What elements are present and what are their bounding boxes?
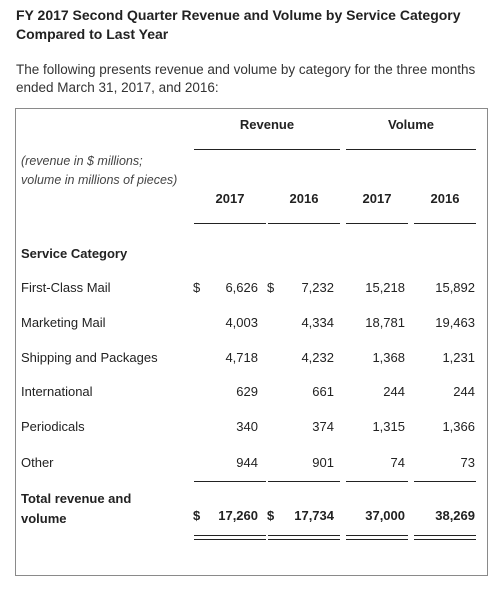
cell-vol-2017: 244 bbox=[383, 384, 405, 399]
cell-rev-2016: 661 bbox=[312, 384, 334, 399]
total-double-rule bbox=[194, 535, 266, 536]
total-vol-2016: 38,269 bbox=[435, 508, 475, 523]
col-divider-rev-2017 bbox=[194, 223, 266, 224]
units-note: (revenue in $ millions; volume in millio… bbox=[21, 154, 178, 187]
group-divider-volume bbox=[346, 149, 476, 150]
subtotal-rule bbox=[268, 481, 340, 482]
total-label: Total revenue and volume bbox=[21, 491, 132, 526]
cell-vol-2017: 74 bbox=[390, 455, 405, 470]
cell-vol-2017: 18,781 bbox=[365, 315, 405, 330]
cell-rev-2017: 6,626 bbox=[225, 280, 258, 295]
cell-rev-2016: 374 bbox=[312, 419, 334, 434]
page-title: FY 2017 Second Quarter Revenue and Volum… bbox=[16, 7, 461, 42]
total-double-rule bbox=[268, 535, 340, 536]
cell-rev-2016: 901 bbox=[312, 455, 334, 470]
total-double-rule bbox=[194, 539, 266, 540]
total-double-rule bbox=[414, 539, 476, 540]
row-label: Shipping and Packages bbox=[21, 350, 158, 365]
subtotal-rule bbox=[346, 481, 408, 482]
col-divider-rev-2016 bbox=[268, 223, 340, 224]
col-header-volume-2016: 2016 bbox=[430, 191, 460, 206]
cell-rev-2016: 4,232 bbox=[301, 350, 334, 365]
group-header-revenue: Revenue bbox=[239, 117, 295, 132]
col-header-volume-2017: 2017 bbox=[362, 191, 392, 206]
cell-vol-2016: 1,231 bbox=[442, 350, 475, 365]
cell-rev-2017: 4,003 bbox=[225, 315, 258, 330]
row-label: Marketing Mail bbox=[21, 315, 106, 330]
currency-sign: $ bbox=[267, 508, 275, 523]
row-label: Periodicals bbox=[21, 419, 85, 434]
cell-rev-2017: 4,718 bbox=[225, 350, 258, 365]
cell-vol-2017: 15,218 bbox=[365, 280, 405, 295]
cell-rev-2017: 629 bbox=[236, 384, 258, 399]
col-header-revenue-2016: 2016 bbox=[289, 191, 319, 206]
cell-vol-2016: 244 bbox=[453, 384, 475, 399]
cell-vol-2016: 1,366 bbox=[442, 419, 475, 434]
cell-vol-2016: 73 bbox=[460, 455, 475, 470]
currency-sign: $ bbox=[267, 280, 275, 295]
row-label: First-Class Mail bbox=[21, 280, 111, 295]
col-divider-vol-2016 bbox=[414, 223, 476, 224]
revenue-volume-table: Revenue Volume (revenue in $ millions; v… bbox=[15, 108, 488, 576]
cell-vol-2017: 1,368 bbox=[372, 350, 405, 365]
total-double-rule bbox=[268, 539, 340, 540]
cell-vol-2017: 1,315 bbox=[372, 419, 405, 434]
col-header-revenue-2017: 2017 bbox=[215, 191, 245, 206]
currency-sign: $ bbox=[193, 280, 201, 295]
cell-rev-2016: 7,232 bbox=[301, 280, 334, 295]
section-label: Service Category bbox=[21, 246, 128, 261]
total-vol-2017: 37,000 bbox=[365, 508, 405, 523]
cell-vol-2016: 19,463 bbox=[435, 315, 475, 330]
intro-text: The following presents revenue and volum… bbox=[16, 62, 476, 95]
col-divider-vol-2017 bbox=[346, 223, 408, 224]
cell-rev-2017: 340 bbox=[236, 419, 258, 434]
subtotal-rule bbox=[194, 481, 266, 482]
total-double-rule bbox=[346, 535, 408, 536]
subtotal-rule bbox=[414, 481, 476, 482]
cell-vol-2016: 15,892 bbox=[435, 280, 475, 295]
cell-rev-2017: 944 bbox=[236, 455, 258, 470]
total-double-rule bbox=[414, 535, 476, 536]
total-rev-2017: 17,260 bbox=[218, 508, 258, 523]
cell-rev-2016: 4,334 bbox=[301, 315, 334, 330]
row-label: International bbox=[21, 384, 93, 399]
group-divider-revenue bbox=[194, 149, 340, 150]
total-rev-2016: 17,734 bbox=[294, 508, 334, 523]
total-double-rule bbox=[346, 539, 408, 540]
row-label: Other bbox=[21, 455, 54, 470]
currency-sign: $ bbox=[193, 508, 201, 523]
group-header-volume: Volume bbox=[388, 117, 434, 132]
